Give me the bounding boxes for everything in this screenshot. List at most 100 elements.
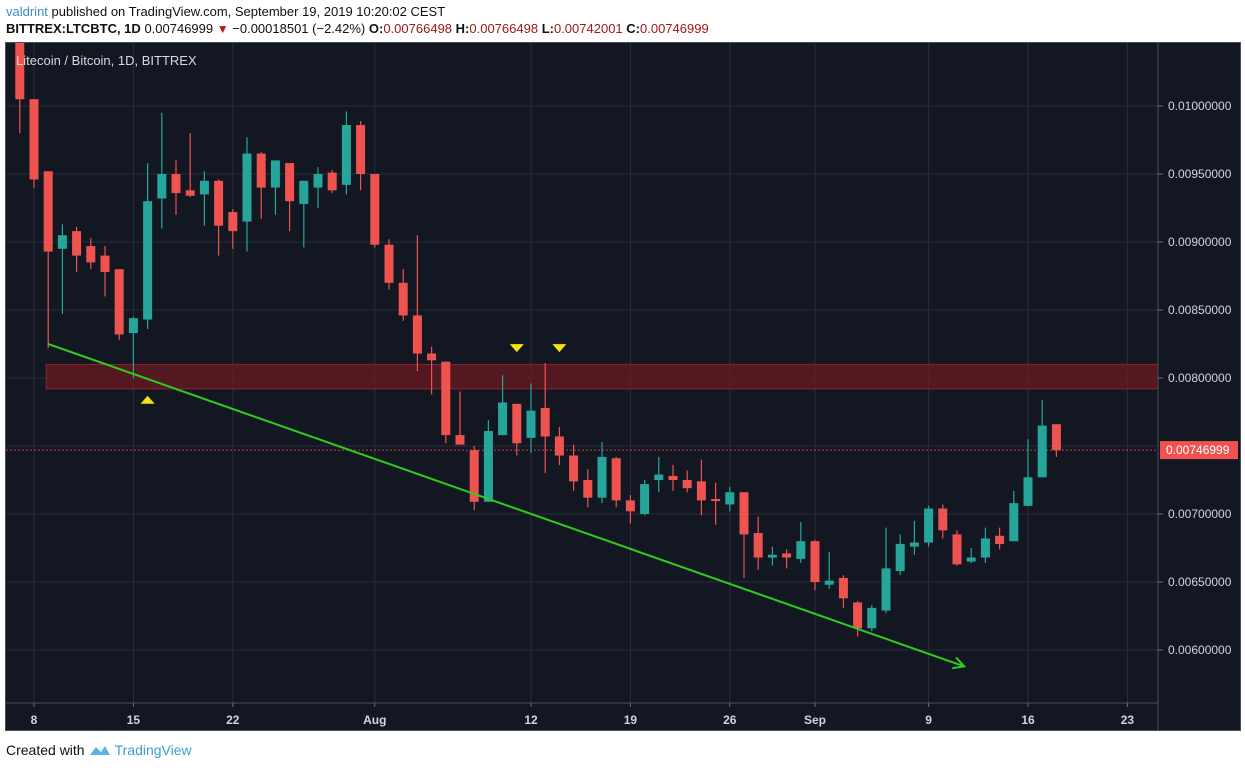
candle-body[interactable]	[640, 484, 650, 514]
candle-body[interactable]	[128, 318, 138, 334]
time-axis-label: 8	[31, 713, 38, 727]
candle-body[interactable]	[739, 492, 749, 535]
chart-title: Litecoin / Bitcoin, 1D, BITTREX	[16, 53, 197, 68]
candle-body[interactable]	[242, 153, 252, 222]
candle-body[interactable]	[114, 269, 124, 335]
candle-body[interactable]	[299, 180, 309, 204]
candle-body[interactable]	[15, 43, 25, 100]
candle-body[interactable]	[483, 431, 493, 502]
candle-body[interactable]	[938, 508, 948, 531]
candle-body[interactable]	[1051, 424, 1061, 451]
candle-body[interactable]	[441, 361, 451, 436]
candlestick-chart[interactable]: 0.01000000 0.00950000 0.00900000 0.00850000…	[6, 43, 1240, 730]
time-axis-label: 26	[723, 713, 737, 727]
chart-panel[interactable]: 0.01000000 0.00950000 0.00900000 0.00850000…	[5, 42, 1241, 731]
candle-body[interactable]	[995, 535, 1005, 544]
candle-body[interactable]	[952, 534, 962, 565]
candle-body[interactable]	[214, 180, 224, 226]
candle-body[interactable]	[810, 541, 820, 582]
candle-body[interactable]	[43, 171, 53, 252]
candle-body[interactable]	[924, 508, 934, 543]
candle-body[interactable]	[370, 174, 380, 245]
close-label: C:	[626, 21, 640, 36]
tradingview-brand-link[interactable]: TradingView	[114, 742, 192, 758]
time-axis-label: 15	[127, 713, 141, 727]
candle-body[interactable]	[29, 99, 39, 180]
candle-body[interactable]	[356, 125, 366, 174]
candle-body[interactable]	[767, 554, 777, 558]
close-value: 0.00746999	[640, 21, 709, 36]
candle-body[interactable]	[966, 557, 976, 562]
candle-body[interactable]	[412, 315, 422, 354]
candle-body[interactable]	[384, 244, 394, 283]
candle-body[interactable]	[909, 542, 919, 547]
candle-body[interactable]	[1023, 477, 1033, 506]
candle-body[interactable]	[157, 174, 167, 199]
time-axis-label: 22	[226, 713, 240, 727]
candle-body[interactable]	[86, 246, 96, 263]
candle-body[interactable]	[682, 480, 692, 489]
time-axis-label: Sep	[804, 713, 826, 727]
candle-body[interactable]	[512, 403, 522, 444]
candle-body[interactable]	[256, 153, 266, 188]
current-price-label: 0.00746999	[1166, 443, 1230, 457]
candle-body[interactable]	[313, 174, 323, 188]
candle-body[interactable]	[838, 577, 848, 599]
publisher-link[interactable]: valdrint	[6, 4, 48, 19]
candle-body[interactable]	[341, 125, 351, 185]
high-label: H:	[455, 21, 470, 36]
candle-body[interactable]	[171, 174, 181, 194]
candle-body[interactable]	[455, 435, 465, 445]
tradingview-logo-icon	[89, 746, 110, 755]
resistance-zone	[45, 363, 1159, 390]
candle-body[interactable]	[143, 201, 153, 320]
candle-body[interactable]	[782, 553, 792, 558]
candle-body[interactable]	[185, 190, 195, 196]
candle-body[interactable]	[583, 480, 593, 498]
candle-body[interactable]	[1037, 425, 1047, 478]
high-value: 0.00766498	[469, 21, 539, 36]
candle-body[interactable]	[554, 436, 564, 456]
candle-body[interactable]	[753, 533, 763, 558]
candle-body[interactable]	[427, 353, 437, 361]
candle-body[interactable]	[725, 492, 735, 505]
candle-body[interactable]	[498, 402, 508, 436]
candle-body[interactable]	[625, 500, 635, 512]
candle-body[interactable]	[72, 231, 82, 256]
candle-body[interactable]	[867, 607, 877, 629]
candle-body[interactable]	[540, 407, 550, 437]
candle-body[interactable]	[199, 180, 209, 195]
candle-body[interactable]	[696, 481, 706, 501]
candle-body[interactable]	[611, 458, 621, 501]
candle-body[interactable]	[853, 602, 863, 629]
candle-body[interactable]	[711, 499, 721, 502]
candle-body[interactable]	[398, 282, 408, 316]
candle-body[interactable]	[654, 474, 664, 480]
price-axis-label: 0.01000000	[1168, 99, 1232, 113]
footer: Created with TradingView	[6, 742, 192, 758]
candle-body[interactable]	[824, 580, 834, 585]
candle-body[interactable]	[796, 541, 806, 559]
candle-body[interactable]	[980, 538, 990, 558]
candle-body[interactable]	[881, 568, 891, 611]
price-axis-label: 0.00950000	[1168, 167, 1232, 181]
candle-body[interactable]	[569, 455, 579, 482]
candle-body[interactable]	[228, 212, 238, 232]
candle-body[interactable]	[668, 475, 678, 480]
time-axis-label: 16	[1021, 713, 1035, 727]
candle-body[interactable]	[100, 255, 110, 272]
symbol-label: BITTREX:LTCBTC, 1D	[6, 21, 141, 36]
candle-body[interactable]	[285, 163, 295, 202]
candle-body[interactable]	[526, 410, 536, 438]
open-value: 0.00766498	[383, 21, 453, 36]
time-axis-label: Aug	[363, 713, 386, 727]
candle-body[interactable]	[469, 450, 479, 502]
candle-body[interactable]	[327, 172, 337, 191]
time-axis-label: 19	[624, 713, 638, 727]
candle-body[interactable]	[895, 543, 905, 572]
trendline[interactable]	[47, 343, 965, 668]
candle-body[interactable]	[270, 160, 280, 188]
candle-body[interactable]	[57, 235, 67, 249]
candle-body[interactable]	[597, 456, 607, 498]
candle-body[interactable]	[1009, 503, 1019, 542]
